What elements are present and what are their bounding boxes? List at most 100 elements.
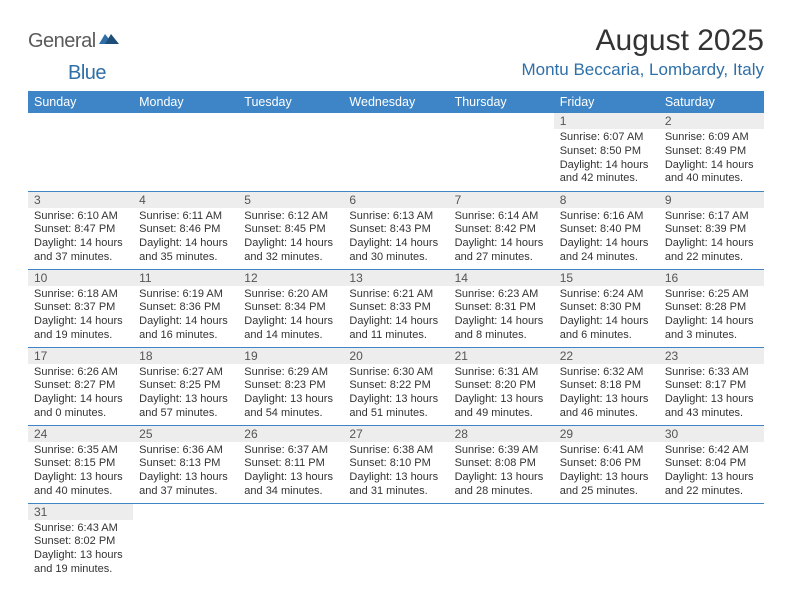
- day-content: Sunrise: 6:23 AMSunset: 8:31 PMDaylight:…: [449, 286, 554, 347]
- weekday-header: Thursday: [449, 91, 554, 113]
- calendar-cell: 7Sunrise: 6:14 AMSunset: 8:42 PMDaylight…: [449, 191, 554, 269]
- day-content: Sunrise: 6:19 AMSunset: 8:36 PMDaylight:…: [133, 286, 238, 347]
- calendar-cell: 26Sunrise: 6:37 AMSunset: 8:11 PMDayligh…: [238, 425, 343, 503]
- day-content: Sunrise: 6:20 AMSunset: 8:34 PMDaylight:…: [238, 286, 343, 347]
- calendar-week: 17Sunrise: 6:26 AMSunset: 8:27 PMDayligh…: [28, 347, 764, 425]
- calendar-week: 24Sunrise: 6:35 AMSunset: 8:15 PMDayligh…: [28, 425, 764, 503]
- calendar-cell: 13Sunrise: 6:21 AMSunset: 8:33 PMDayligh…: [343, 269, 448, 347]
- calendar-cell: 30Sunrise: 6:42 AMSunset: 8:04 PMDayligh…: [659, 425, 764, 503]
- calendar-cell: 4Sunrise: 6:11 AMSunset: 8:46 PMDaylight…: [133, 191, 238, 269]
- calendar-table: SundayMondayTuesdayWednesdayThursdayFrid…: [28, 91, 764, 581]
- calendar-cell: 27Sunrise: 6:38 AMSunset: 8:10 PMDayligh…: [343, 425, 448, 503]
- calendar-cell: 2Sunrise: 6:09 AMSunset: 8:49 PMDaylight…: [659, 113, 764, 191]
- calendar-cell: 12Sunrise: 6:20 AMSunset: 8:34 PMDayligh…: [238, 269, 343, 347]
- day-content: Sunrise: 6:33 AMSunset: 8:17 PMDaylight:…: [659, 364, 764, 425]
- day-content: Sunrise: 6:35 AMSunset: 8:15 PMDaylight:…: [28, 442, 133, 503]
- day-number: 19: [238, 348, 343, 364]
- day-number: 20: [343, 348, 448, 364]
- calendar-cell: [554, 503, 659, 581]
- calendar-cell: [449, 113, 554, 191]
- calendar-cell: 29Sunrise: 6:41 AMSunset: 8:06 PMDayligh…: [554, 425, 659, 503]
- day-number: 10: [28, 270, 133, 286]
- day-content: Sunrise: 6:32 AMSunset: 8:18 PMDaylight:…: [554, 364, 659, 425]
- day-number: 28: [449, 426, 554, 442]
- calendar-cell: [449, 503, 554, 581]
- calendar-cell: [133, 113, 238, 191]
- day-number: 13: [343, 270, 448, 286]
- flag-icon: [99, 30, 121, 51]
- day-content: Sunrise: 6:37 AMSunset: 8:11 PMDaylight:…: [238, 442, 343, 503]
- day-number: 25: [133, 426, 238, 442]
- calendar-week: 1Sunrise: 6:07 AMSunset: 8:50 PMDaylight…: [28, 113, 764, 191]
- calendar-cell: 8Sunrise: 6:16 AMSunset: 8:40 PMDaylight…: [554, 191, 659, 269]
- day-number: 5: [238, 192, 343, 208]
- day-number: 23: [659, 348, 764, 364]
- day-content: Sunrise: 6:41 AMSunset: 8:06 PMDaylight:…: [554, 442, 659, 503]
- day-content: Sunrise: 6:10 AMSunset: 8:47 PMDaylight:…: [28, 208, 133, 269]
- calendar-cell: 17Sunrise: 6:26 AMSunset: 8:27 PMDayligh…: [28, 347, 133, 425]
- day-content: Sunrise: 6:11 AMSunset: 8:46 PMDaylight:…: [133, 208, 238, 269]
- day-content: Sunrise: 6:18 AMSunset: 8:37 PMDaylight:…: [28, 286, 133, 347]
- calendar-cell: [343, 113, 448, 191]
- day-number: 21: [449, 348, 554, 364]
- day-number: 18: [133, 348, 238, 364]
- calendar-cell: 14Sunrise: 6:23 AMSunset: 8:31 PMDayligh…: [449, 269, 554, 347]
- day-number: 29: [554, 426, 659, 442]
- day-number: 9: [659, 192, 764, 208]
- day-content: Sunrise: 6:13 AMSunset: 8:43 PMDaylight:…: [343, 208, 448, 269]
- day-number: 2: [659, 113, 764, 129]
- day-number: 11: [133, 270, 238, 286]
- weekday-header: Tuesday: [238, 91, 343, 113]
- calendar-cell: 9Sunrise: 6:17 AMSunset: 8:39 PMDaylight…: [659, 191, 764, 269]
- day-number: 14: [449, 270, 554, 286]
- day-content: Sunrise: 6:27 AMSunset: 8:25 PMDaylight:…: [133, 364, 238, 425]
- calendar-cell: 10Sunrise: 6:18 AMSunset: 8:37 PMDayligh…: [28, 269, 133, 347]
- day-content: Sunrise: 6:43 AMSunset: 8:02 PMDaylight:…: [28, 520, 133, 581]
- calendar-cell: [343, 503, 448, 581]
- calendar-cell: [133, 503, 238, 581]
- day-content: Sunrise: 6:21 AMSunset: 8:33 PMDaylight:…: [343, 286, 448, 347]
- logo-text-blue: Blue: [68, 62, 106, 84]
- day-content: Sunrise: 6:38 AMSunset: 8:10 PMDaylight:…: [343, 442, 448, 503]
- weekday-header: Saturday: [659, 91, 764, 113]
- calendar-cell: 25Sunrise: 6:36 AMSunset: 8:13 PMDayligh…: [133, 425, 238, 503]
- day-number: 15: [554, 270, 659, 286]
- calendar-cell: 3Sunrise: 6:10 AMSunset: 8:47 PMDaylight…: [28, 191, 133, 269]
- calendar-cell: [238, 113, 343, 191]
- calendar-cell: [238, 503, 343, 581]
- calendar-cell: 28Sunrise: 6:39 AMSunset: 8:08 PMDayligh…: [449, 425, 554, 503]
- day-number: 17: [28, 348, 133, 364]
- weekday-row: SundayMondayTuesdayWednesdayThursdayFrid…: [28, 91, 764, 113]
- day-content: Sunrise: 6:29 AMSunset: 8:23 PMDaylight:…: [238, 364, 343, 425]
- day-number: 7: [449, 192, 554, 208]
- calendar-cell: 19Sunrise: 6:29 AMSunset: 8:23 PMDayligh…: [238, 347, 343, 425]
- day-number: 24: [28, 426, 133, 442]
- calendar-cell: 6Sunrise: 6:13 AMSunset: 8:43 PMDaylight…: [343, 191, 448, 269]
- calendar-cell: 16Sunrise: 6:25 AMSunset: 8:28 PMDayligh…: [659, 269, 764, 347]
- calendar-week: 31Sunrise: 6:43 AMSunset: 8:02 PMDayligh…: [28, 503, 764, 581]
- month-title: August 2025: [521, 24, 764, 58]
- calendar-cell: 23Sunrise: 6:33 AMSunset: 8:17 PMDayligh…: [659, 347, 764, 425]
- day-number: 16: [659, 270, 764, 286]
- calendar-cell: 11Sunrise: 6:19 AMSunset: 8:36 PMDayligh…: [133, 269, 238, 347]
- day-content: Sunrise: 6:26 AMSunset: 8:27 PMDaylight:…: [28, 364, 133, 425]
- calendar-week: 3Sunrise: 6:10 AMSunset: 8:47 PMDaylight…: [28, 191, 764, 269]
- day-content: Sunrise: 6:14 AMSunset: 8:42 PMDaylight:…: [449, 208, 554, 269]
- calendar-cell: [28, 113, 133, 191]
- location: Montu Beccaria, Lombardy, Italy: [521, 60, 764, 80]
- logo: General: [28, 30, 121, 53]
- day-content: Sunrise: 6:09 AMSunset: 8:49 PMDaylight:…: [659, 129, 764, 190]
- day-content: Sunrise: 6:31 AMSunset: 8:20 PMDaylight:…: [449, 364, 554, 425]
- calendar-page: General August 2025 Montu Beccaria, Lomb…: [0, 0, 792, 581]
- calendar-week: 10Sunrise: 6:18 AMSunset: 8:37 PMDayligh…: [28, 269, 764, 347]
- day-number: 31: [28, 504, 133, 520]
- day-number: 26: [238, 426, 343, 442]
- logo-text-general: General: [28, 30, 96, 53]
- weekday-header: Sunday: [28, 91, 133, 113]
- calendar-cell: 24Sunrise: 6:35 AMSunset: 8:15 PMDayligh…: [28, 425, 133, 503]
- calendar-cell: 15Sunrise: 6:24 AMSunset: 8:30 PMDayligh…: [554, 269, 659, 347]
- calendar-cell: 18Sunrise: 6:27 AMSunset: 8:25 PMDayligh…: [133, 347, 238, 425]
- day-number: 22: [554, 348, 659, 364]
- day-number: 8: [554, 192, 659, 208]
- day-number: 27: [343, 426, 448, 442]
